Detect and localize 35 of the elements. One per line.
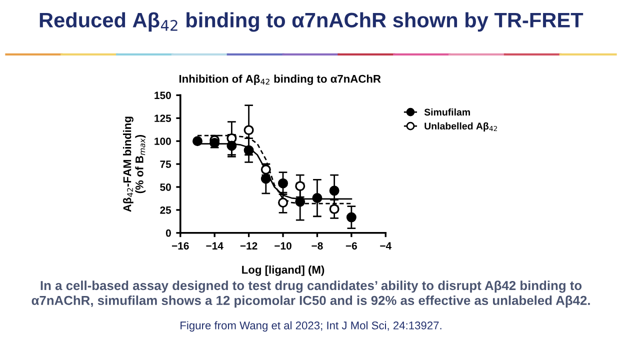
chart-subtitle: Inhibition of Aβ$_{42}$ binding to α7nAChR [179,74,381,86]
y-tick-label: 50 [160,184,171,191]
point [329,204,340,214]
point [312,193,322,204]
y-tick-label: 150 [154,92,171,100]
point [226,140,237,151]
chart-title: Reduced Aβ$_{42}$ binding to α7nAChR shown by TR-FRET [40,12,584,32]
x-tick-label: −14 [206,242,224,250]
text: Figure from Wang et al 2023; Int J Mol Sci, 24:13927. [180,321,442,332]
x-tick-label: −4 [380,242,392,250]
point [260,174,271,184]
x-tick-label: −8 [312,242,323,250]
text: In a cell-based assay designed to test drug candidates’ ability to disrupt Aβ42 binding to α7nAChR, simufilam shows a 12 picomolar IC50 and is 92% as effective as unlabeled Aβ42. [32,280,590,308]
point [244,145,254,156]
point [278,198,288,208]
y-tick-label: 100 [154,138,171,145]
y-tick-label: 25 [160,206,172,214]
x-tick-label: −16 [172,242,189,250]
x-tick-label: −12 [240,242,258,250]
y-tick-label: 75 [160,160,172,168]
y-tick-label: 0 [166,229,171,237]
x-tick-label: −10 [274,242,292,250]
point [295,181,306,192]
x-tick-label: −6 [346,242,357,250]
y-tick-label: 125 [154,114,172,122]
point [192,136,202,146]
legend-label: Unlabelled Aβ$_{42}$ [424,122,497,132]
point [244,125,254,136]
legend-label: Simufilam [424,108,470,116]
point [329,186,340,196]
point [295,196,306,207]
point [346,212,356,222]
x-axis-title: Log [ligand] (M) [242,266,324,276]
point [278,178,288,188]
y-axis-title: Aβ$_{42}$-FAM binding (% of B$_{max}$) [123,116,146,212]
